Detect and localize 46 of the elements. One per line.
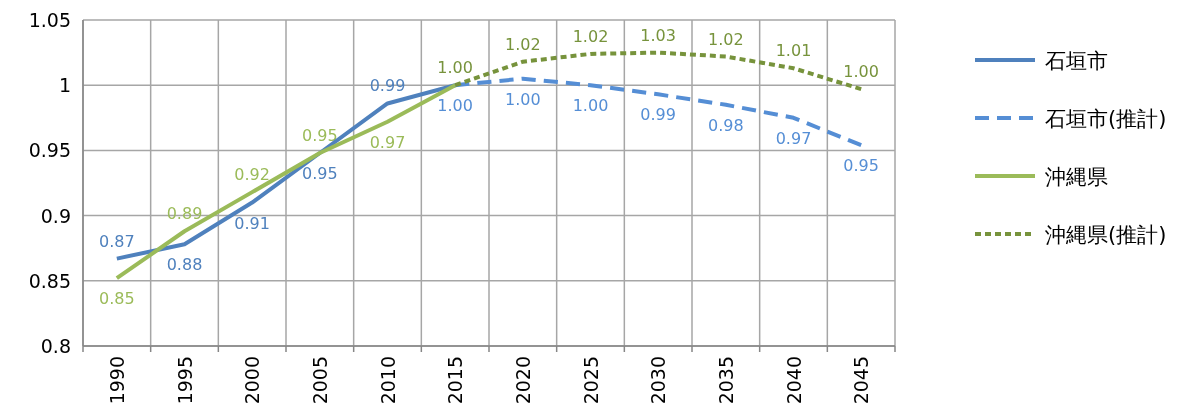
data-label: 0.88 <box>166 255 203 275</box>
data-label: 0.97 <box>369 132 406 152</box>
x-tick-label: 2035 <box>714 356 737 405</box>
data-label: 0.97 <box>775 128 812 148</box>
data-label: 1.00 <box>505 89 541 109</box>
data-label: 0.92 <box>234 165 270 185</box>
data-label: 0.89 <box>166 204 203 224</box>
y-tick-label: 0.85 <box>28 269 71 292</box>
data-label: 0.95 <box>843 156 879 176</box>
x-tick-label: 2000 <box>241 356 264 405</box>
y-tick-label: 0.8 <box>40 335 71 357</box>
data-label: 1.00 <box>437 58 473 78</box>
data-label: 0.95 <box>302 164 338 184</box>
y-tick-label: 1.05 <box>28 9 71 31</box>
data-label: 1.00 <box>843 62 879 82</box>
data-label: 1.02 <box>572 26 609 46</box>
data-label: 1.01 <box>775 41 812 61</box>
legend-label: 沖縄県(推計) <box>1045 223 1167 247</box>
data-label: 0.87 <box>99 231 135 251</box>
x-tick-label: 2005 <box>308 356 331 405</box>
x-tick-label: 2045 <box>850 356 873 405</box>
data-label: 0.95 <box>302 126 338 146</box>
data-label: 1.03 <box>640 25 676 45</box>
y-tick-label: 0.95 <box>28 139 71 162</box>
y-tick-label: 0.9 <box>40 204 71 227</box>
x-tick-label: 2010 <box>376 356 399 405</box>
x-tick-label: 2015 <box>444 356 467 405</box>
data-label: 0.99 <box>369 76 406 96</box>
legend-label: 石垣市(推計) <box>1045 107 1167 131</box>
y-tick-label: 1 <box>58 74 71 97</box>
data-label: 1.00 <box>437 96 473 116</box>
data-label: 0.85 <box>99 289 135 309</box>
x-tick-label: 1995 <box>173 356 196 405</box>
legend-label: 沖縄県 <box>1045 165 1108 189</box>
x-tick-label: 2025 <box>579 356 602 405</box>
data-label: 0.91 <box>234 213 270 233</box>
data-label: 1.02 <box>708 29 744 49</box>
data-label: 1.02 <box>505 34 541 54</box>
data-label: 1.00 <box>572 96 609 116</box>
x-tick-label: 1990 <box>105 356 128 405</box>
data-label: 0.99 <box>640 105 676 125</box>
data-label: 0.98 <box>708 115 744 135</box>
x-tick-label: 2040 <box>782 356 805 405</box>
x-tick-label: 2020 <box>511 356 534 405</box>
legend-label: 石垣市 <box>1045 49 1108 73</box>
x-tick-label: 2030 <box>647 356 670 405</box>
